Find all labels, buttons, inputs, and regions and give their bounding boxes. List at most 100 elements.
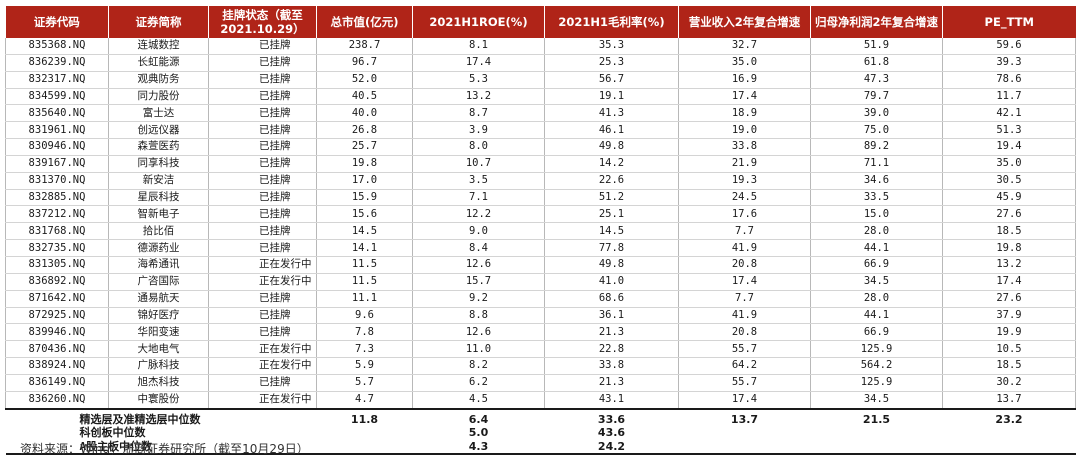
table-row: 872925.NQ 锦好医疗 已挂牌 9.6 8.8 36.1 41.9 44.1 37.9: [5, 307, 1076, 325]
table-cell: 已挂牌: [208, 88, 317, 106]
table-cell: 834599.NQ: [5, 88, 109, 106]
table-cell: 47.3: [810, 71, 943, 89]
table-cell: 12.6: [412, 323, 545, 342]
table-cell: 24.5: [678, 189, 811, 207]
table-cell: 17.4: [412, 54, 545, 72]
table-row: 836260.NQ 中寰股份 正在发行中 4.7 4.5 43.1 17.4 34.5 13.7: [5, 391, 1076, 409]
table-cell: 35.0: [678, 54, 811, 72]
table-cell: 已挂牌: [208, 290, 317, 308]
table-cell: 25.1: [544, 205, 679, 224]
table-row: 871642.NQ 通易航天 已挂牌 11.1 9.2 68.6 7.7 28.0 27.6: [5, 290, 1076, 308]
table-cell: 832885.NQ: [5, 189, 109, 207]
stock-comparison-table: 证券代码 证券简称 挂牌状态（截至2021.10.29） 总市值(亿元) 2021H1R…: [5, 6, 1076, 456]
table-cell: 16.9: [678, 71, 811, 89]
table-cell: 已挂牌: [208, 54, 317, 72]
table-cell: 17.4: [942, 273, 1076, 291]
table-cell: 锦好医疗: [108, 307, 209, 325]
table-cell: 21.9: [678, 155, 811, 173]
table-row: 836892.NQ 广咨国际 正在发行中 11.5 15.7 41.0 17.4 34.5 17…: [5, 273, 1076, 291]
table-cell: 新安洁: [108, 172, 209, 190]
table-row: 839946.NQ 华阳变速 已挂牌 7.8 12.6 21.3 20.8 66.9 19.9: [5, 323, 1076, 342]
table-cell: 4.5: [412, 391, 545, 409]
table-cell: 10.7: [412, 155, 545, 173]
table-cell: 52.0: [316, 71, 413, 89]
column-header: 2021H1ROE(%): [412, 6, 545, 38]
header-row: 证券代码 证券简称 挂牌状态（截至2021.10.29） 总市值(亿元) 2021H1R…: [5, 6, 1076, 38]
table-cell: 长虹能源: [108, 54, 209, 72]
table-cell: 66.9: [810, 323, 943, 342]
table-cell: 12.2: [412, 205, 545, 224]
summary-value: [810, 439, 943, 456]
table-cell: 839167.NQ: [5, 155, 109, 173]
table-cell: 78.6: [942, 71, 1076, 89]
table-row: 836239.NQ 长虹能源 已挂牌 96.7 17.4 25.3 35.0 61.8 39.3: [5, 54, 1076, 72]
table-cell: 10.5: [942, 340, 1076, 359]
table-cell: 旭杰科技: [108, 374, 209, 392]
column-header: 证券简称: [108, 6, 209, 38]
summary-value: [679, 426, 811, 440]
table-cell: 21.3: [544, 323, 679, 342]
table-cell: 51.9: [810, 38, 943, 55]
table-cell: 11.0: [412, 340, 545, 359]
table-cell: 已挂牌: [208, 38, 317, 55]
table-cell: 已挂牌: [208, 205, 317, 224]
table-cell: 51.2: [544, 189, 679, 207]
table-cell: 5.3: [412, 71, 545, 89]
table-cell: 40.0: [316, 104, 413, 123]
table-cell: 广咨国际: [108, 273, 209, 291]
table-cell: 7.7: [678, 290, 811, 308]
summary-value: [943, 426, 1076, 440]
table-cell: 832735.NQ: [5, 239, 109, 257]
table-cell: 831370.NQ: [5, 172, 109, 190]
table-cell: 44.1: [810, 307, 943, 325]
table-cell: 连城数控: [108, 38, 209, 55]
table-cell: 832317.NQ: [5, 71, 109, 89]
summary-value: [317, 426, 413, 440]
table-cell: 12.6: [412, 256, 545, 274]
table-cell: 870436.NQ: [5, 340, 109, 359]
table-cell: 已挂牌: [208, 307, 317, 325]
summary-value: 5.0: [468, 426, 489, 440]
table-cell: 30.5: [942, 172, 1076, 190]
table-cell: 9.6: [316, 307, 413, 325]
table-row: 838924.NQ 广脉科技 正在发行中 5.9 8.2 33.8 64.2 564.2 18.…: [5, 357, 1076, 375]
table-cell: 34.6: [810, 172, 943, 190]
summary-row: 精选层及准精选层中位数 11.8 6.4 33.6 13.7 21.5 23.2: [5, 407, 1076, 427]
table-cell: 49.8: [544, 256, 679, 274]
summary-row: A股主板中位数 4.3 24.2: [5, 439, 1076, 456]
table-cell: 13.2: [942, 256, 1076, 274]
table-cell: 7.7: [678, 222, 811, 241]
table-cell: 正在发行中: [208, 273, 317, 291]
table-cell: 已挂牌: [208, 239, 317, 257]
table-cell: 871642.NQ: [5, 290, 109, 308]
summary-value: [678, 439, 811, 456]
table-cell: 8.0: [412, 138, 545, 156]
table-cell: 14.1: [316, 239, 413, 257]
table-cell: 43.1: [544, 391, 679, 409]
table-cell: 17.4: [678, 88, 811, 106]
summary-value: 24.2: [544, 439, 679, 456]
table-cell: 已挂牌: [208, 155, 317, 173]
table-row: 832885.NQ 星辰科技 已挂牌 15.9 7.1 51.2 24.5 33.5 45.9: [5, 189, 1076, 207]
table-cell: 35.0: [942, 155, 1076, 173]
table-cell: 同力股份: [108, 88, 209, 106]
table-cell: 6.2: [412, 374, 545, 392]
table-cell: 已挂牌: [208, 138, 317, 156]
table-row: 831305.NQ 海希通讯 正在发行中 11.5 12.6 49.8 20.8 66.9 13…: [5, 256, 1076, 274]
table-cell: 45.9: [942, 189, 1076, 207]
summary-value: 13.7: [678, 407, 811, 427]
table-cell: 22.8: [544, 340, 679, 359]
table-cell: 125.9: [810, 340, 943, 359]
table-cell: 830946.NQ: [5, 138, 109, 156]
table-cell: 17.4: [678, 273, 811, 291]
table-row: 834599.NQ 同力股份 已挂牌 40.5 13.2 19.1 17.4 79.7 11.7: [5, 88, 1076, 106]
table-cell: 77.8: [544, 239, 679, 257]
table-cell: 32.7: [678, 38, 811, 55]
table-cell: 7.3: [316, 340, 413, 359]
table-cell: 14.5: [316, 222, 413, 241]
table-cell: 835368.NQ: [5, 38, 109, 55]
table-cell: 61.8: [810, 54, 943, 72]
table-row: 835368.NQ 连城数控 已挂牌 238.7 8.1 35.3 32.7 51.9 59.6: [5, 38, 1076, 55]
table-cell: 25.3: [544, 54, 679, 72]
table-row: 870436.NQ 大地电气 正在发行中 7.3 11.0 22.8 55.7 125.9 10…: [5, 340, 1076, 359]
